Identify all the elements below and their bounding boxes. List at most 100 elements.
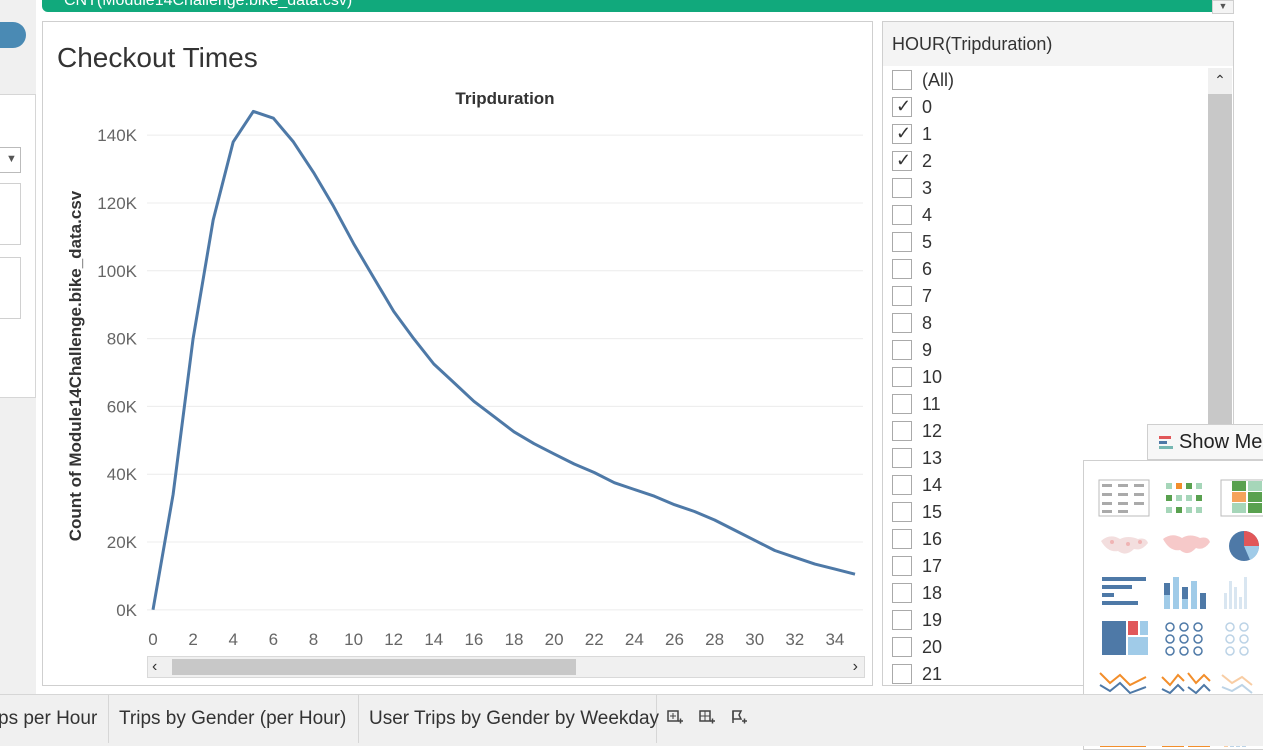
new-dashboard-icon[interactable] <box>696 709 718 731</box>
discrete-line-chart-icon[interactable] <box>1160 663 1212 701</box>
stacked-bar-chart-icon[interactable] <box>1160 573 1212 611</box>
tab-trips-by-gender-per-hour[interactable]: Trips by Gender (per Hour) <box>109 695 359 743</box>
filter-item[interactable]: 15 <box>892 500 1192 527</box>
series-line <box>151 109 856 611</box>
filter-item[interactable]: 10 <box>892 365 1192 392</box>
scrollbar-thumb[interactable] <box>172 659 576 675</box>
left-pill-button[interactable] <box>0 22 26 48</box>
left-dropdown[interactable]: ▼ <box>0 147 21 173</box>
filter-item[interactable]: ✓ 0 <box>892 95 1192 122</box>
filter-item-label: 14 <box>922 475 943 495</box>
filter-item[interactable]: 9 <box>892 338 1192 365</box>
tab-user-trips-by-gender-by-weekday[interactable]: User Trips by Gender by Weekday <box>359 695 659 743</box>
treemap-chart-icon[interactable] <box>1098 619 1150 657</box>
filter-item[interactable]: 18 <box>892 581 1192 608</box>
tab-trips-per-hour[interactable]: ps per Hour <box>0 695 109 743</box>
filter-checkbox[interactable] <box>892 340 912 360</box>
heatmap-chart-icon[interactable] <box>1160 479 1212 517</box>
side-by-side-circles-chart-icon[interactable] <box>1220 619 1263 657</box>
scroll-right-icon[interactable]: › <box>852 658 858 675</box>
filter-checkbox[interactable] <box>892 367 912 387</box>
x-tick-label: 26 <box>665 630 684 649</box>
y-tick-label: 80K <box>107 330 138 349</box>
filled-map-chart-icon[interactable] <box>1160 527 1212 565</box>
filter-item-label: 1 <box>922 124 933 144</box>
filter-item-label: 19 <box>922 610 943 630</box>
filter-checkbox[interactable] <box>892 583 912 603</box>
filter-item[interactable]: 4 <box>892 203 1192 230</box>
show-me-button[interactable]: Show Me <box>1147 424 1263 460</box>
line-chart[interactable]: Tripduration 0K 20K 40K 60K 80K 100K 120K 140K 0 2… <box>43 22 872 685</box>
filter-checkbox[interactable] <box>892 475 912 495</box>
circle-view-chart-icon[interactable] <box>1160 619 1212 657</box>
filter-item[interactable]: 20 <box>892 635 1192 662</box>
pie-chart-icon[interactable] <box>1220 527 1263 565</box>
filter-item[interactable]: 14 <box>892 473 1192 500</box>
filter-checkbox[interactable] <box>892 529 912 549</box>
left-field[interactable] <box>0 183 21 245</box>
horizontal-scrollbar[interactable]: ‹ › <box>147 656 865 678</box>
filter-checkbox[interactable] <box>892 448 912 468</box>
filter-checkbox[interactable] <box>892 232 912 252</box>
x-tick-label: 22 <box>585 630 604 649</box>
filter-checkbox[interactable] <box>892 394 912 414</box>
filter-item[interactable]: 16 <box>892 527 1192 554</box>
x-tick-label: 14 <box>424 630 443 649</box>
filter-item[interactable]: ✓ 1 <box>892 122 1192 149</box>
dual-line-chart-icon[interactable] <box>1220 663 1263 701</box>
new-worksheet-icon[interactable] <box>664 709 686 731</box>
filter-item[interactable]: 5 <box>892 230 1192 257</box>
filter-item[interactable]: 19 <box>892 608 1192 635</box>
filter-item[interactable]: 12 <box>892 419 1192 446</box>
filter-checkbox[interactable] <box>892 313 912 333</box>
filter-item[interactable]: 3 <box>892 176 1192 203</box>
new-story-icon[interactable] <box>728 709 750 731</box>
filter-item-label: 12 <box>922 421 943 441</box>
filter-checkbox[interactable]: ✓ <box>892 96 912 117</box>
filter-item[interactable]: ✓ 2 <box>892 149 1192 176</box>
filter-checkbox[interactable] <box>892 610 912 630</box>
x-tick-label: 24 <box>625 630 644 649</box>
filter-checkbox[interactable] <box>892 205 912 225</box>
filter-checkbox[interactable] <box>892 259 912 279</box>
filter-item-label: 9 <box>922 340 933 360</box>
filter-item[interactable]: 8 <box>892 311 1192 338</box>
filter-item-label: 21 <box>922 664 943 684</box>
symbol-map-chart-icon[interactable] <box>1098 527 1150 565</box>
filter-item[interactable]: 11 <box>892 392 1192 419</box>
filter-checkbox[interactable] <box>892 286 912 306</box>
filter-item-label: 7 <box>922 286 933 306</box>
y-tick-label: 0K <box>116 601 137 620</box>
filter-item-label: 2 <box>922 151 933 171</box>
filter-checkbox[interactable] <box>892 556 912 576</box>
x-tick-label: 0 <box>148 630 157 649</box>
filter-item[interactable]: 13 <box>892 446 1192 473</box>
filter-checkbox[interactable] <box>892 502 912 522</box>
filter-checkbox[interactable] <box>892 421 912 441</box>
filter-item[interactable]: (All) <box>892 68 1192 95</box>
scroll-up-icon[interactable]: ⌃ <box>1208 68 1232 92</box>
tab-label: Trips by Gender (per Hour) <box>119 708 347 729</box>
filter-checkbox[interactable] <box>892 637 912 657</box>
filter-item[interactable]: 6 <box>892 257 1192 284</box>
side-by-side-bar-chart-icon[interactable] <box>1220 573 1263 611</box>
filter-item[interactable]: 21 <box>892 662 1192 685</box>
filter-checkbox[interactable] <box>892 664 912 684</box>
filter-item-label: 20 <box>922 637 943 657</box>
filter-checkbox[interactable] <box>892 70 912 90</box>
scroll-left-icon[interactable]: ‹ <box>152 658 158 675</box>
x-tick-label: 20 <box>545 630 564 649</box>
left-field[interactable] <box>0 257 21 319</box>
datasource-bar[interactable]: CNT(Module14Challenge.bike_data.csv) <box>42 0 1234 12</box>
tab-label: ps per Hour <box>0 708 98 729</box>
continuous-line-chart-icon[interactable] <box>1098 663 1150 701</box>
filter-item[interactable]: 7 <box>892 284 1192 311</box>
filter-checkbox[interactable] <box>892 178 912 198</box>
datasource-dropdown-button[interactable]: ▼ <box>1212 0 1234 14</box>
filter-checkbox[interactable]: ✓ <box>892 150 912 171</box>
text-table-chart-icon[interactable] <box>1098 479 1150 517</box>
filter-checkbox[interactable]: ✓ <box>892 123 912 144</box>
horizontal-bar-chart-icon[interactable] <box>1098 573 1150 611</box>
highlight-table-chart-icon[interactable] <box>1220 479 1263 517</box>
filter-item[interactable]: 17 <box>892 554 1192 581</box>
